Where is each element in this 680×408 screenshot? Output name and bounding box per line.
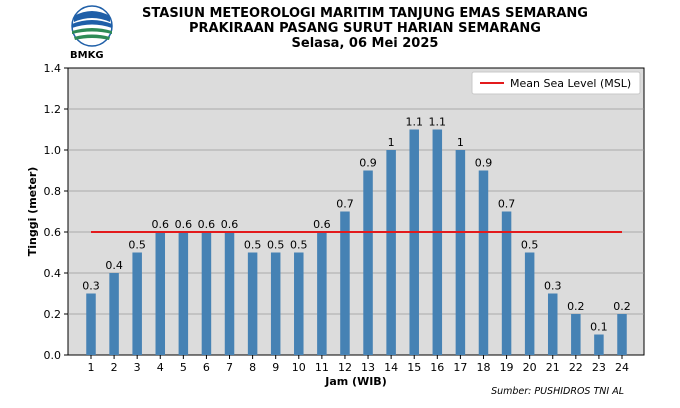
x-tick-label: 9 [272, 361, 279, 374]
bar [571, 314, 581, 355]
y-tick-label: 0.4 [44, 267, 62, 280]
bar [363, 170, 373, 355]
bar-value-label: 0.3 [544, 280, 562, 293]
x-tick-label: 12 [338, 361, 352, 374]
x-tick-label: 2 [111, 361, 118, 374]
source-note: Sumber: PUSHIDROS TNI AL [491, 386, 624, 397]
bar-value-label: 0.1 [590, 321, 608, 334]
bar [86, 293, 96, 355]
bar [547, 293, 558, 355]
legend-msl-label: Mean Sea Level (MSL) [510, 77, 631, 90]
x-tick-label: 22 [569, 361, 583, 374]
bar [201, 232, 212, 355]
bar-value-label: 0.5 [267, 239, 285, 252]
bar-value-label: 0.7 [498, 198, 516, 211]
bar-value-label: 0.2 [613, 300, 631, 313]
bars [86, 129, 627, 355]
bar [524, 252, 535, 355]
bar [224, 232, 235, 355]
bar-value-label: 0.5 [128, 239, 146, 252]
bmkg-logo [71, 5, 113, 47]
x-axis: 1 2 3 4 5 6 7 8 9 10 11 12 13 14 15 16 17 18 19 20 21 22 23 24 [88, 355, 629, 374]
x-tick-label: 18 [476, 361, 490, 374]
bar [594, 334, 604, 355]
bar-value-label: 0.5 [244, 239, 262, 252]
bar [386, 150, 396, 355]
bar-value-label: 0.6 [175, 218, 193, 231]
legend: Mean Sea Level (MSL) [471, 71, 641, 95]
x-tick-label: 8 [249, 361, 256, 374]
bar-value-label: 0.7 [336, 198, 354, 211]
bar [178, 232, 189, 355]
bar [617, 314, 627, 355]
y-tick-label: 0.6 [44, 226, 62, 239]
x-tick-label: 4 [157, 361, 164, 374]
bar-value-label: 0.2 [567, 300, 585, 313]
bar [247, 252, 258, 355]
bar [294, 252, 304, 355]
bar [109, 273, 119, 355]
x-tick-label: 17 [453, 361, 467, 374]
bar-value-label: 0.6 [221, 218, 239, 231]
x-tick-label: 16 [430, 361, 444, 374]
bar [455, 150, 466, 355]
x-tick-label: 20 [523, 361, 537, 374]
forecast-title: PRAKIRAAN PASANG SURUT HARIAN SEMARANG [189, 21, 541, 36]
bar [478, 170, 489, 355]
bar-value-label: 0.5 [521, 239, 539, 252]
bar-value-label: 0.6 [198, 218, 216, 231]
x-tick-label: 10 [292, 361, 306, 374]
x-tick-label: 19 [500, 361, 514, 374]
x-tick-label: 24 [615, 361, 629, 374]
y-tick-label: 0.0 [44, 349, 62, 362]
y-tick-label: 1.4 [44, 62, 62, 75]
x-tick-label: 11 [315, 361, 329, 374]
x-tick-label: 5 [180, 361, 187, 374]
x-tick-label: 23 [592, 361, 606, 374]
y-tick-label: 0.2 [44, 308, 62, 321]
station-title: STASIUN METEOROLOGI MARITIM TANJUNG EMAS… [142, 6, 588, 21]
data-labels: 0.3 0.4 0.5 0.6 0.6 0.6 0.6 0.5 0.5 0.5 0.6 0.7 0.9 1… [82, 116, 631, 334]
bar-value-label: 1.1 [405, 116, 423, 129]
legend-box [471, 71, 641, 95]
bar [270, 252, 281, 355]
x-tick-label: 6 [203, 361, 210, 374]
plot-area [67, 67, 645, 356]
bar [317, 232, 327, 355]
chart-header: STASIUN METEOROLOGI MARITIM TANJUNG EMAS… [90, 6, 640, 51]
y-tick-label: 1.0 [44, 144, 62, 157]
bar [409, 129, 419, 355]
y-tick-label: 1.2 [44, 103, 62, 116]
bar-value-label: 0.9 [359, 157, 377, 170]
y-axis-label: Tinggi (meter) [26, 167, 39, 257]
date-title: Selasa, 06 Mei 2025 [291, 36, 439, 51]
y-tick-label: 0.8 [44, 185, 62, 198]
bar [132, 252, 142, 355]
bar-value-label: 0.3 [82, 280, 100, 293]
bar [432, 129, 443, 355]
bar-value-label: 1 [457, 136, 464, 149]
x-tick-label: 14 [384, 361, 398, 374]
bar-value-label: 0.6 [152, 218, 170, 231]
bar [501, 211, 512, 355]
bar-value-label: 0.5 [290, 239, 308, 252]
x-tick-label: 3 [134, 361, 141, 374]
x-tick-label: 1 [88, 361, 95, 374]
x-tick-label: 21 [546, 361, 560, 374]
y-axis: 0.0 0.2 0.4 0.6 0.8 1.0 1.2 1.4 [44, 62, 68, 362]
bar-value-label: 1.1 [429, 116, 447, 129]
bar-value-label: 1 [388, 136, 395, 149]
bar-value-label: 0.4 [105, 259, 123, 272]
x-tick-label: 7 [226, 361, 233, 374]
logo-text: BMKG [70, 50, 104, 61]
bar-value-label: 0.9 [475, 157, 493, 170]
bar-value-label: 0.6 [313, 218, 331, 231]
bar [340, 211, 350, 355]
x-tick-label: 13 [361, 361, 375, 374]
bar [155, 232, 166, 355]
x-axis-label: Jam (WIB) [324, 375, 386, 388]
x-tick-label: 15 [407, 361, 421, 374]
